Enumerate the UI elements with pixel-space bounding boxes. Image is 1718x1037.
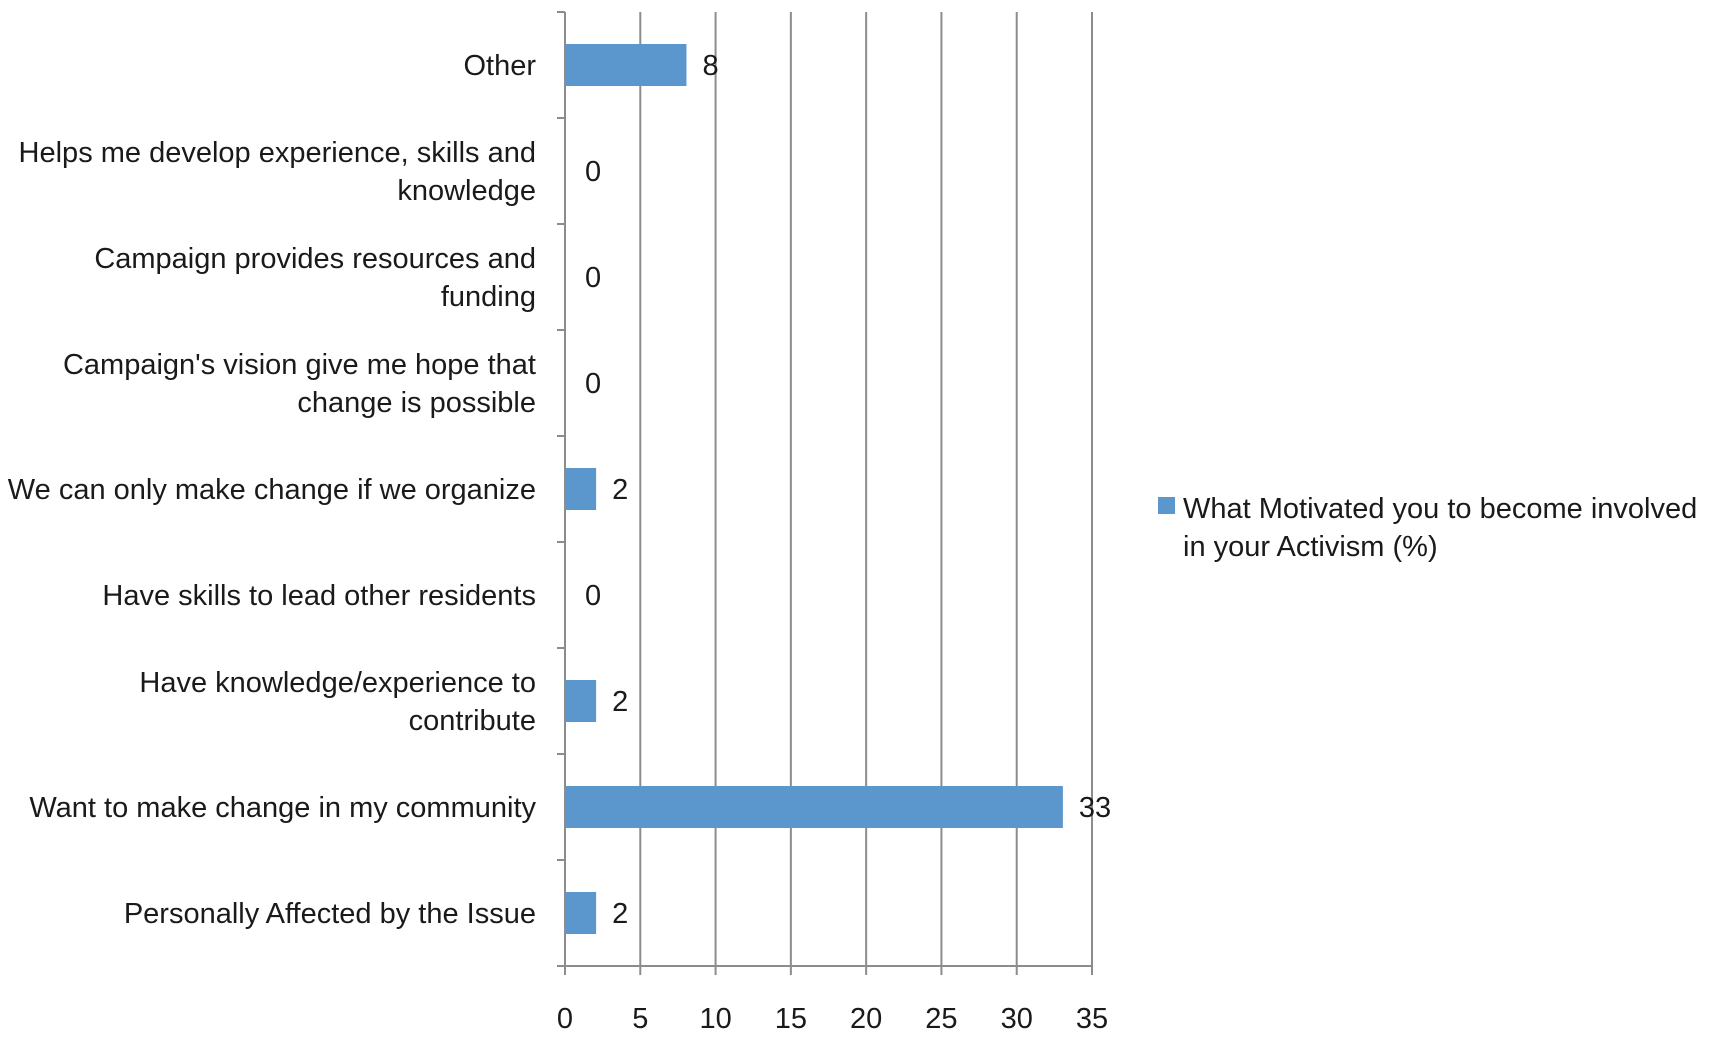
category-label-line: Helps me develop experience, skills and	[19, 137, 536, 169]
category-label-line: contribute	[409, 705, 536, 737]
category-label-line: Other	[463, 50, 536, 82]
data-label: 0	[585, 262, 601, 294]
category-label: Helps me develop experience, skills and k…	[19, 137, 536, 207]
data-label: 8	[702, 50, 718, 82]
bar	[566, 892, 597, 934]
x-tick-label: 15	[775, 1003, 807, 1032]
data-label: 2	[612, 898, 628, 930]
data-label: 0	[585, 156, 601, 188]
category-label-line: Want to make change in my community	[29, 792, 536, 824]
data-label: 0	[585, 580, 601, 612]
category-label: Want to make change in my community	[29, 792, 536, 824]
category-label-line: We can only make change if we organize	[8, 474, 536, 506]
category-label: Campaign's vision give me hope that chang…	[63, 349, 536, 419]
data-label: 0	[585, 368, 601, 400]
x-tick-label: 0	[557, 1003, 573, 1032]
x-tick-label: 25	[925, 1003, 957, 1032]
bar	[566, 786, 1063, 828]
bar	[566, 44, 687, 86]
x-tick-label: 10	[699, 1003, 731, 1032]
x-tick-label: 20	[850, 1003, 882, 1032]
category-label: Other	[463, 50, 536, 82]
data-label: 2	[612, 686, 628, 718]
category-label-line: Campaign provides resources and	[94, 243, 536, 275]
category-label-line: Personally Affected by the Issue	[124, 898, 536, 930]
category-label: Personally Affected by the Issue	[124, 898, 536, 930]
legend-label: What Motivated you to become involved in …	[1183, 493, 1697, 563]
x-tick-label: 30	[1001, 1003, 1033, 1032]
data-label: 33	[1079, 792, 1111, 824]
category-label: Have knowledge/experience to contribute	[139, 667, 536, 737]
category-label-line: Campaign's vision give me hope that	[63, 349, 536, 381]
category-label-line: change is possible	[297, 387, 536, 419]
category-label: We can only make change if we organize	[8, 474, 536, 506]
category-label: Campaign provides resources and funding	[94, 243, 536, 313]
x-tick-label: 35	[1076, 1003, 1108, 1032]
legend-label-line: What Motivated you to become involved	[1183, 493, 1697, 525]
legend-label-line: in your Activism (%)	[1183, 531, 1438, 563]
data-label: 2	[612, 474, 628, 506]
category-label-line: Have knowledge/experience to	[139, 667, 536, 699]
category-label-line: Have skills to lead other residents	[102, 580, 536, 612]
category-label-line: knowledge	[397, 175, 536, 207]
bar	[566, 680, 597, 722]
category-label-line: funding	[441, 281, 536, 313]
bar	[566, 468, 597, 510]
x-tick-label: 5	[632, 1003, 648, 1032]
category-label: Have skills to lead other residents	[102, 580, 536, 612]
legend-swatch	[1158, 497, 1175, 514]
